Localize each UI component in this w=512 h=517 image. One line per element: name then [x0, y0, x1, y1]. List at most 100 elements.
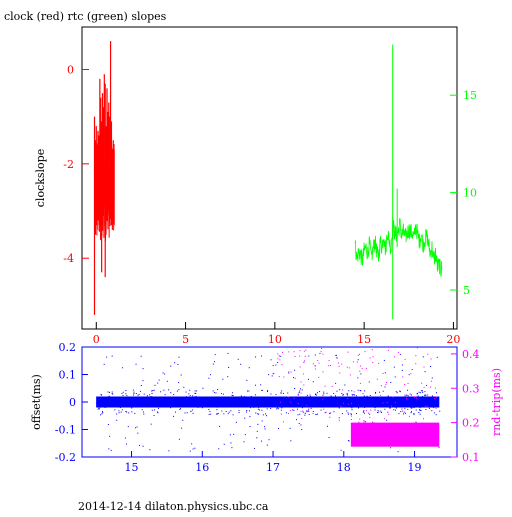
offset-point [278, 427, 280, 429]
offset-point [168, 450, 170, 452]
rndtrip-point [430, 380, 432, 382]
rndtrip-point [299, 355, 301, 357]
rndtrip-tick-label: 0.1 [462, 451, 480, 464]
bottom-x-tick-label: 18 [337, 461, 351, 474]
offset-point [264, 428, 266, 430]
offset-point [435, 414, 437, 416]
offset-point [297, 414, 299, 416]
offset-point [395, 391, 397, 393]
top-y-tick-label: -4 [63, 252, 74, 265]
offset-point [348, 440, 350, 442]
offset-point [346, 410, 348, 412]
offset-band [96, 396, 440, 408]
offset-point [176, 390, 178, 392]
offset-point [277, 362, 279, 364]
offset-point [160, 404, 162, 406]
offset-point [128, 412, 130, 414]
offset-point [325, 400, 327, 402]
rndtrip-band [350, 422, 440, 447]
offset-point [303, 399, 305, 401]
rndtrip-point [376, 378, 378, 380]
offset-point [239, 404, 241, 406]
offset-point [158, 379, 160, 381]
offset-point [281, 401, 283, 403]
offset-point [109, 435, 111, 437]
offset-point [294, 369, 296, 371]
offset-point [338, 417, 340, 419]
rndtrip-point [413, 396, 415, 398]
offset-point [248, 367, 250, 369]
rndtrip-point [309, 394, 311, 396]
offset-point [122, 391, 124, 393]
offset-point [133, 392, 135, 394]
offset-point [324, 412, 326, 414]
rndtrip-point [384, 418, 386, 420]
offset-point [138, 398, 140, 400]
offset-point [220, 404, 222, 406]
offset-point [392, 398, 394, 400]
rndtrip-point [359, 370, 361, 372]
offset-point [280, 392, 282, 394]
rndtrip-point [368, 412, 370, 414]
offset-point [208, 399, 210, 401]
offset-point [310, 407, 312, 409]
offset-point [326, 392, 328, 394]
offset-point [149, 396, 151, 398]
offset-point [223, 406, 225, 408]
rndtrip-tick-label: 0.3 [462, 382, 480, 395]
offset-point [394, 409, 396, 411]
offset-point [266, 444, 268, 446]
offset-point [109, 391, 111, 393]
top-y2-tick-label: 5 [463, 284, 470, 297]
offset-point [247, 390, 249, 392]
offset-point [250, 407, 252, 409]
rndtrip-point [369, 357, 371, 359]
rndtrip-point [293, 351, 295, 353]
rndtrip-point [301, 417, 303, 419]
offset-point [209, 410, 211, 412]
offset-point [354, 396, 356, 398]
offset-point [399, 390, 401, 392]
rndtrip-point [406, 394, 408, 396]
rndtrip-point [407, 382, 409, 384]
rndtrip-point [280, 413, 282, 415]
offset-point [125, 393, 127, 395]
rndtrip-point [372, 421, 374, 423]
offset-point [360, 390, 362, 392]
rndtrip-point [297, 393, 299, 395]
offset-point [312, 410, 314, 412]
offset-point [175, 411, 177, 413]
rndtrip-point [340, 405, 342, 407]
offset-point [415, 421, 417, 423]
offset-point [270, 407, 272, 409]
offset-point [257, 413, 259, 415]
offset-point [271, 375, 273, 377]
offset-point [347, 394, 349, 396]
offset-point [300, 404, 302, 406]
offset-point [346, 393, 348, 395]
offset-tick-label: 0.1 [59, 369, 77, 382]
offset-point [189, 450, 191, 452]
offset-point [375, 392, 377, 394]
rndtrip-point [414, 397, 416, 399]
offset-point [413, 401, 415, 403]
offset-point [362, 411, 364, 413]
offset-point [439, 410, 441, 412]
rndtrip-point [359, 382, 361, 384]
offset-point [433, 412, 435, 414]
rndtrip-point [382, 372, 384, 374]
rndtrip-point [293, 397, 295, 399]
offset-point [368, 381, 370, 383]
offset-point [353, 394, 355, 396]
offset-point [307, 378, 309, 380]
offset-point [189, 404, 191, 406]
offset-point [220, 393, 222, 395]
offset-point [411, 369, 413, 371]
rndtrip-point [406, 397, 408, 399]
offset-point [294, 403, 296, 405]
rndtrip-point [435, 396, 437, 398]
offset-point [187, 403, 189, 405]
offset-point [407, 395, 409, 397]
offset-point [253, 401, 255, 403]
rndtrip-point [294, 377, 296, 379]
